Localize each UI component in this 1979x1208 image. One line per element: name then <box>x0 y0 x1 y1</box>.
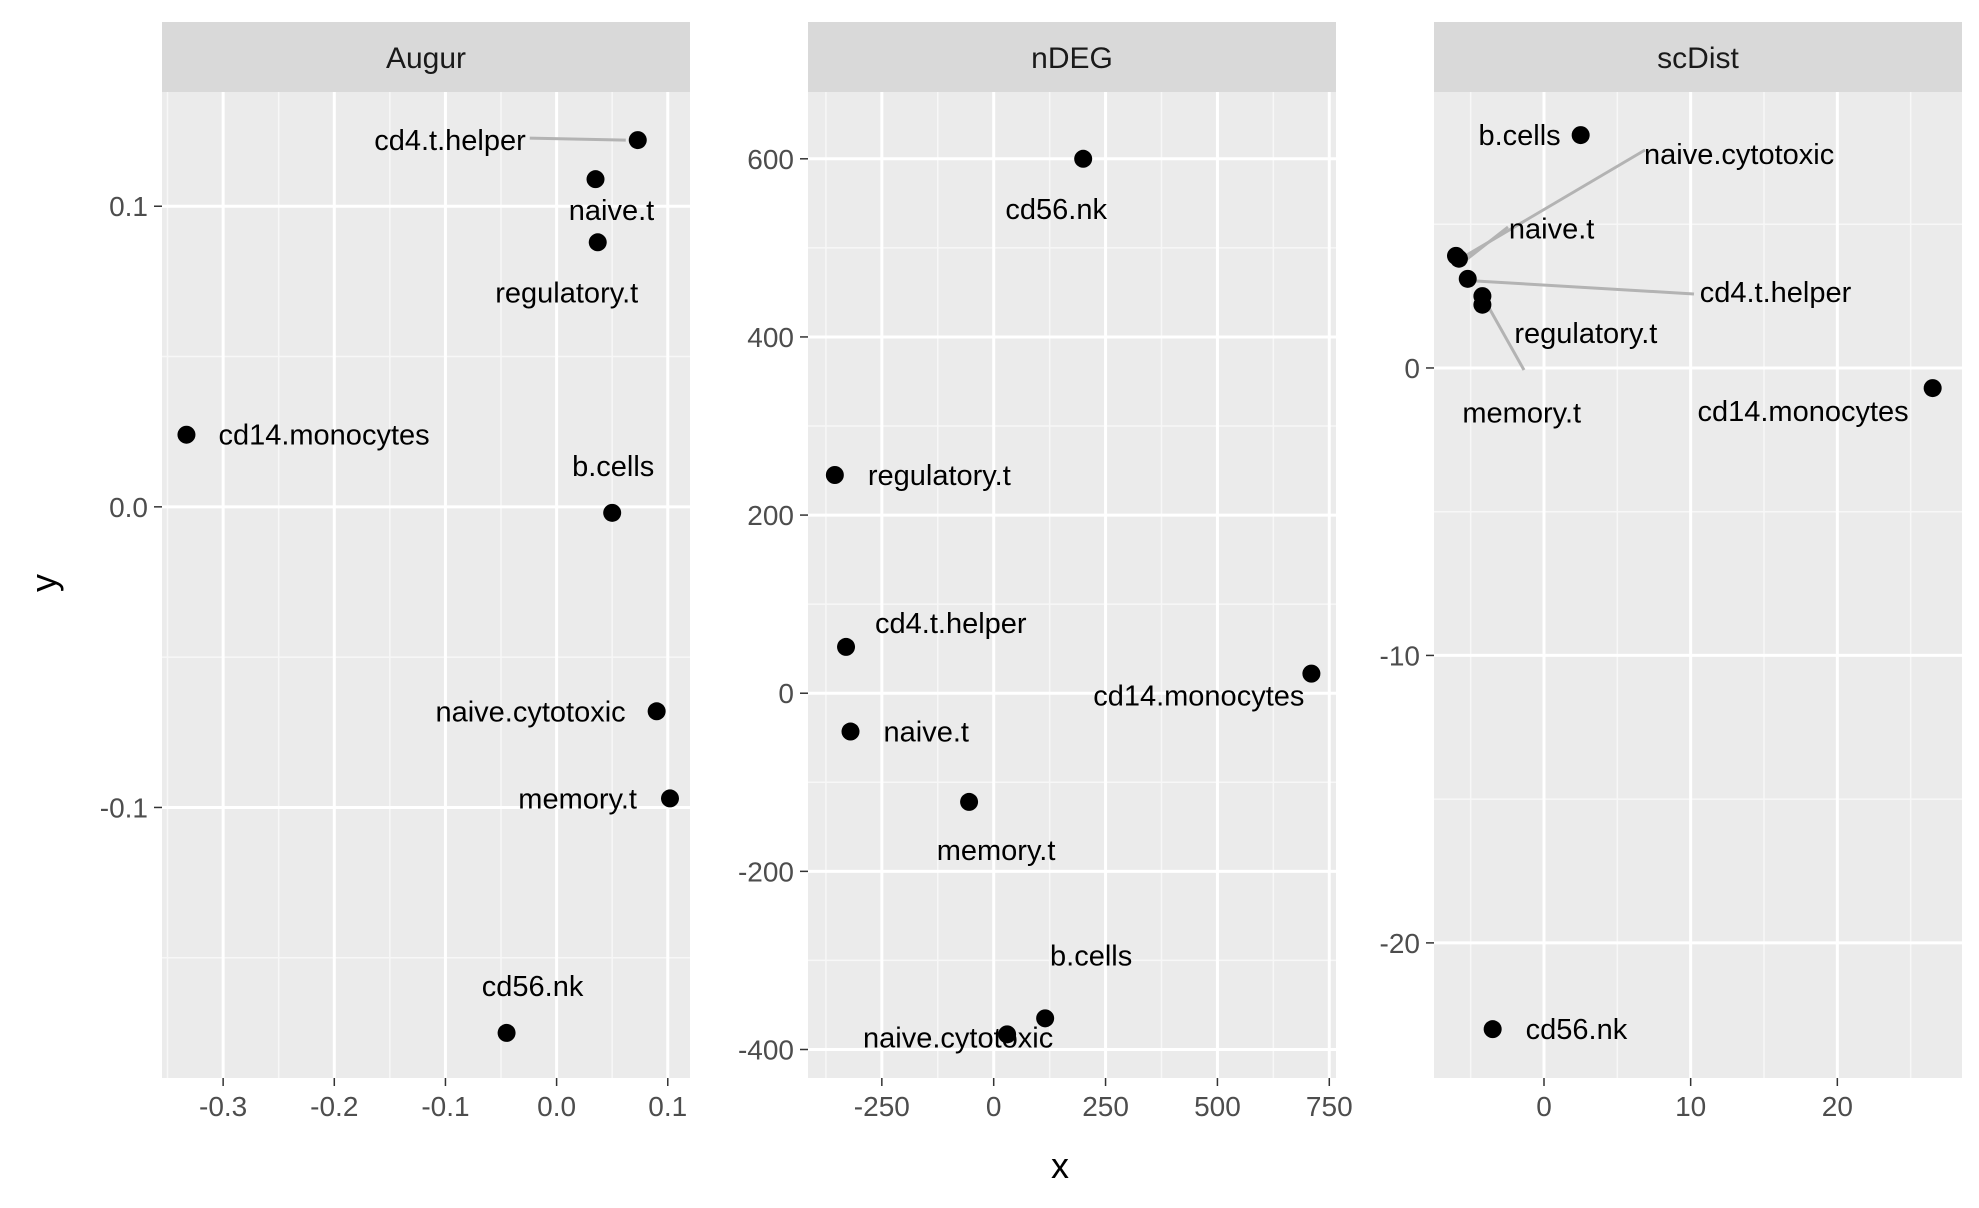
x-tick-label: -0.3 <box>199 1091 247 1122</box>
data-point <box>1449 249 1468 268</box>
point-label: cd4.t.helper <box>1700 277 1852 309</box>
point-label: cd4.t.helper <box>374 125 526 157</box>
point-label: cd14.monocytes <box>1697 396 1908 428</box>
data-point <box>825 465 844 484</box>
label-leader-line <box>1464 225 1509 262</box>
facet-strip-label: nDEG <box>1031 42 1113 75</box>
x-tick-label: 10 <box>1675 1091 1706 1122</box>
x-tick-label: 0.0 <box>537 1091 576 1122</box>
data-point <box>647 702 666 721</box>
y-tick-label: 0.0 <box>109 492 148 523</box>
data-point <box>497 1023 516 1042</box>
label-leader-line <box>1487 305 1526 371</box>
point-label: naive.t <box>1509 214 1594 246</box>
point-label: cd14.monocytes <box>1093 681 1304 713</box>
y-tick-label: -400 <box>738 1034 794 1065</box>
data-point <box>1302 664 1321 683</box>
data-point <box>1483 1020 1502 1039</box>
y-tick-label: -10 <box>1380 640 1420 671</box>
point-label: naive.cytotoxic <box>1644 139 1834 171</box>
point-label: naive.cytotoxic <box>435 696 625 728</box>
x-tick-label: 20 <box>1822 1091 1853 1122</box>
facet-strip-label: scDist <box>1657 42 1739 75</box>
data-point <box>588 233 607 252</box>
x-tick-label: 0.1 <box>648 1091 687 1122</box>
y-tick-label: 400 <box>747 322 794 353</box>
data-point <box>1923 379 1942 398</box>
data-point <box>660 789 679 808</box>
y-tick-label: 200 <box>747 500 794 531</box>
data-point <box>1036 1009 1055 1028</box>
panel-background <box>162 92 690 1078</box>
label-leader-line <box>1473 279 1695 296</box>
data-point <box>603 503 622 522</box>
point-label: memory.t <box>1462 398 1581 430</box>
point-label: naive.t <box>884 717 969 749</box>
y-tick-label: -200 <box>738 856 794 887</box>
point-label: regulatory.t <box>495 277 638 309</box>
point-label: regulatory.t <box>868 460 1011 492</box>
data-point <box>177 425 196 444</box>
label-leader-line <box>529 136 626 142</box>
facet-strip-label: Augur <box>386 42 466 75</box>
data-point <box>998 1025 1017 1044</box>
data-point <box>841 722 860 741</box>
point-label: memory.t <box>518 783 637 815</box>
data-point <box>628 131 647 150</box>
facet-scdist: scDist 0 10 20 0 -10 -20 b.cells naive.cytotoxic… <box>1380 22 1962 1122</box>
facet-ndeg: nDEG -250 0 250 500 750 600 400 200 0 -200 -400 cd56… <box>738 22 1353 1122</box>
point-label: b.cells <box>1478 120 1560 152</box>
y-tick-label: -0.1 <box>100 792 148 823</box>
point-label: naive.cytotoxic <box>863 1022 1053 1054</box>
panel-background <box>1434 92 1962 1078</box>
point-label: b.cells <box>1050 940 1132 972</box>
x-tick-label: -250 <box>854 1091 910 1122</box>
x-tick-label: 250 <box>1082 1091 1129 1122</box>
data-point <box>1458 269 1477 288</box>
x-axis-title: x <box>1051 1145 1069 1186</box>
point-label: cd56.nk <box>482 971 584 1003</box>
point-label: memory.t <box>937 835 1056 867</box>
x-tick-label: 0 <box>986 1091 1002 1122</box>
point-label: cd56.nk <box>1526 1014 1628 1046</box>
x-tick-label: 500 <box>1194 1091 1241 1122</box>
data-point <box>586 170 605 189</box>
x-tick-label: 0 <box>1536 1091 1552 1122</box>
point-label: naive.t <box>569 195 654 227</box>
point-label: b.cells <box>572 451 654 483</box>
facet-strip <box>162 22 690 92</box>
y-tick-label: 0.1 <box>109 191 148 222</box>
point-label: cd56.nk <box>1005 194 1107 226</box>
point-label: cd14.monocytes <box>218 420 429 452</box>
data-point <box>1473 295 1492 314</box>
facet-strip <box>808 22 1336 92</box>
facet-panels: Augur -0.3 -0.2 -0.1 0.0 0.1 0.1 0.0 -0.1 cd4.t.h… <box>100 22 1962 1122</box>
point-label: regulatory.t <box>1514 318 1657 350</box>
x-tick-label: -0.2 <box>310 1091 358 1122</box>
data-point <box>1571 126 1590 145</box>
y-tick-label: 0 <box>1404 353 1420 384</box>
y-axis-title: y <box>23 574 64 592</box>
y-tick-label: 0 <box>778 678 794 709</box>
x-tick-label: 750 <box>1306 1091 1353 1122</box>
data-point <box>960 792 979 811</box>
data-point <box>837 637 856 656</box>
y-tick-label: 600 <box>747 144 794 175</box>
facet-augur: Augur -0.3 -0.2 -0.1 0.0 0.1 0.1 0.0 -0.1 cd4.t.h… <box>100 22 690 1122</box>
x-tick-label: -0.1 <box>421 1091 469 1122</box>
facet-strip <box>1434 22 1962 92</box>
data-point <box>1074 149 1093 168</box>
point-label: cd4.t.helper <box>875 608 1027 640</box>
panel-background <box>808 92 1336 1078</box>
y-tick-label: -20 <box>1380 928 1420 959</box>
